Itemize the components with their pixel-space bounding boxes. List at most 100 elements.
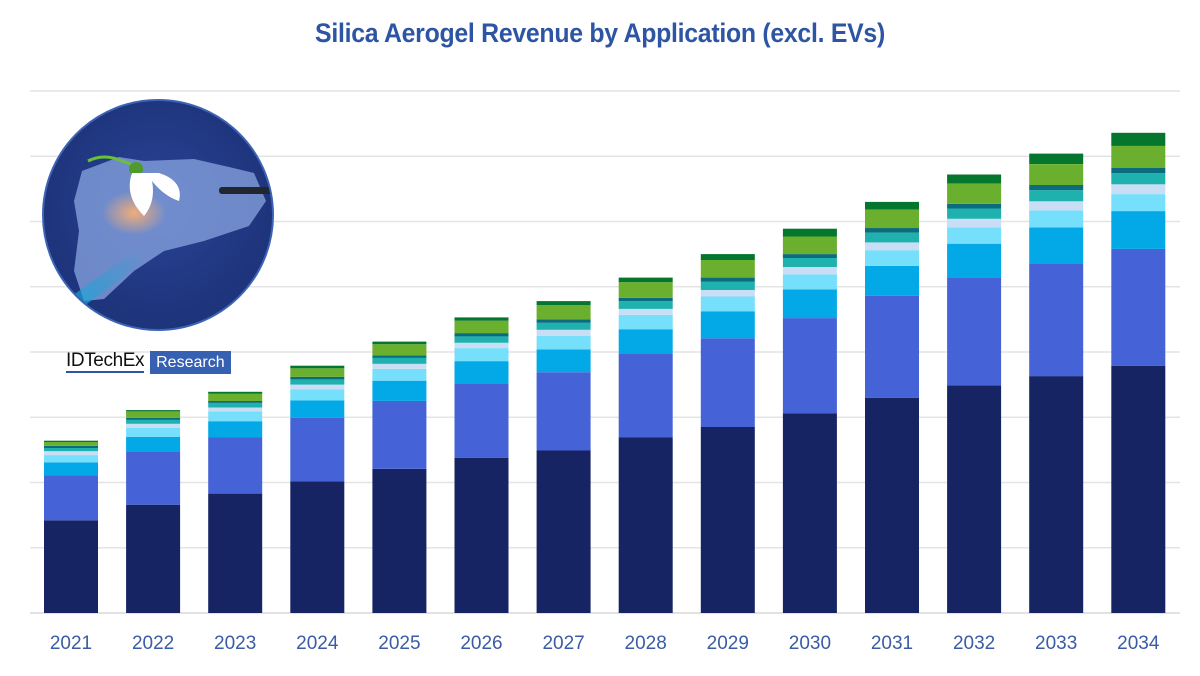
x-tick-label: 2034 — [1117, 633, 1160, 654]
bar-segment-2023-5 — [208, 407, 263, 412]
x-tick-label: 2021 — [50, 633, 92, 654]
bar-segment-2026-9 — [454, 317, 509, 321]
bar-segment-2034-9 — [1111, 132, 1166, 146]
bar-segment-2026-2 — [454, 383, 509, 458]
bar-segment-2031-4 — [865, 250, 919, 266]
bar-2022 — [126, 410, 181, 613]
bar-segment-2030-9 — [782, 228, 837, 237]
bar-segment-2032-7 — [947, 203, 1002, 209]
bar-segment-2027-4 — [536, 335, 591, 350]
x-tick-label: 2022 — [132, 633, 174, 654]
bar-segment-2029-3 — [700, 311, 755, 339]
idtechex-logo: IDTechEx Research — [66, 349, 231, 375]
bar-segment-2022-8 — [126, 411, 181, 418]
bar-segment-2022-9 — [126, 410, 181, 412]
bar-segment-2030-2 — [782, 318, 837, 414]
flame — [72, 251, 144, 306]
bar-segment-2021-3 — [44, 462, 98, 476]
bar-segment-2031-3 — [865, 265, 919, 296]
bar-segment-2021-5 — [44, 451, 98, 456]
bar-segment-2024-5 — [290, 384, 345, 390]
bar-segment-2024-8 — [290, 368, 345, 377]
bar-segment-2025-6 — [372, 357, 427, 364]
x-tick-label: 2029 — [707, 633, 749, 654]
bar-segment-2028-5 — [618, 308, 673, 315]
bar-segment-2032-9 — [947, 174, 1002, 184]
bar-segment-2025-3 — [372, 380, 427, 401]
bar-segment-2032-8 — [947, 183, 1002, 204]
bar-segment-2029-4 — [700, 296, 755, 312]
bar-segment-2023-2 — [208, 437, 263, 494]
bar-segment-2034-8 — [1111, 145, 1166, 168]
bar-segment-2032-2 — [947, 277, 1002, 386]
bar-segment-2027-9 — [536, 301, 591, 305]
bar-segment-2028-7 — [618, 297, 673, 302]
bar-segment-2026-3 — [454, 361, 509, 384]
bar-segment-2026-1 — [454, 457, 509, 613]
stem — [87, 155, 135, 167]
bar-segment-2023-8 — [208, 393, 263, 401]
bar-segment-2021-9 — [44, 440, 98, 442]
bar-segment-2029-7 — [700, 277, 755, 282]
bar-2025 — [372, 341, 427, 613]
x-tick-label: 2023 — [214, 633, 256, 654]
bar-segment-2029-1 — [700, 427, 755, 613]
bar-segment-2028-9 — [618, 277, 673, 283]
tweezers — [219, 187, 272, 194]
chart-title: Silica Aerogel Revenue by Application (e… — [315, 18, 885, 48]
bar-segment-2021-6 — [44, 447, 98, 452]
bar-segment-2021-4 — [44, 455, 98, 463]
bar-segment-2031-8 — [865, 209, 919, 229]
aerogel-photo — [42, 99, 274, 331]
x-tick-label: 2026 — [460, 633, 502, 654]
flower-petals — [129, 173, 180, 216]
bar-segment-2022-6 — [126, 419, 181, 424]
bar-segment-2024-1 — [290, 481, 345, 613]
bar-segment-2022-5 — [126, 423, 181, 428]
bar-segment-2031-1 — [865, 397, 919, 613]
x-tick-label: 2024 — [296, 633, 339, 654]
x-tick-label: 2031 — [871, 633, 913, 654]
x-tick-label: 2027 — [542, 633, 584, 654]
bar-segment-2030-5 — [782, 267, 837, 275]
bar-segment-2027-1 — [536, 450, 591, 613]
bar-segment-2033-4 — [1029, 210, 1084, 228]
bar-segment-2021-2 — [44, 475, 98, 521]
bar-segment-2026-6 — [454, 336, 509, 343]
bar-segment-2031-5 — [865, 242, 919, 251]
bar-segment-2030-8 — [782, 236, 837, 255]
bar-segment-2024-3 — [290, 400, 345, 418]
bar-segment-2026-5 — [454, 342, 509, 349]
bar-segment-2030-4 — [782, 274, 837, 290]
bar-segment-2022-1 — [126, 504, 181, 613]
bar-segment-2024-4 — [290, 389, 345, 401]
bar-segment-2025-1 — [372, 468, 427, 613]
bar-segment-2024-2 — [290, 417, 345, 482]
bar-segment-2030-7 — [782, 254, 837, 258]
bar-segment-2028-4 — [618, 314, 673, 330]
bar-segment-2029-5 — [700, 290, 755, 297]
bar-segment-2033-1 — [1029, 376, 1084, 613]
x-tick-label: 2028 — [625, 633, 667, 654]
bar-segment-2028-8 — [618, 282, 673, 298]
bar-segment-2027-5 — [536, 329, 591, 336]
bar-segment-2031-7 — [865, 228, 919, 233]
bar-segment-2021-1 — [44, 520, 98, 613]
bar-segment-2030-6 — [782, 258, 837, 268]
bar-2033 — [1029, 153, 1084, 613]
bar-segment-2028-1 — [618, 437, 673, 613]
bar-segment-2027-3 — [536, 349, 591, 373]
bar-2021 — [44, 440, 98, 613]
bar-segment-2034-1 — [1111, 365, 1166, 613]
x-tick-label: 2032 — [953, 633, 995, 654]
bar-segment-2033-3 — [1029, 227, 1084, 264]
bar-segment-2033-5 — [1029, 201, 1084, 211]
bar-segment-2027-7 — [536, 319, 591, 323]
bar-segment-2031-9 — [865, 201, 919, 210]
bar-segment-2025-7 — [372, 355, 427, 358]
bar-segment-2024-6 — [290, 379, 345, 385]
bar-segment-2034-2 — [1111, 248, 1166, 366]
bar-2023 — [208, 391, 263, 613]
bar-segment-2023-9 — [208, 391, 263, 394]
bar-segment-2023-6 — [208, 402, 263, 408]
